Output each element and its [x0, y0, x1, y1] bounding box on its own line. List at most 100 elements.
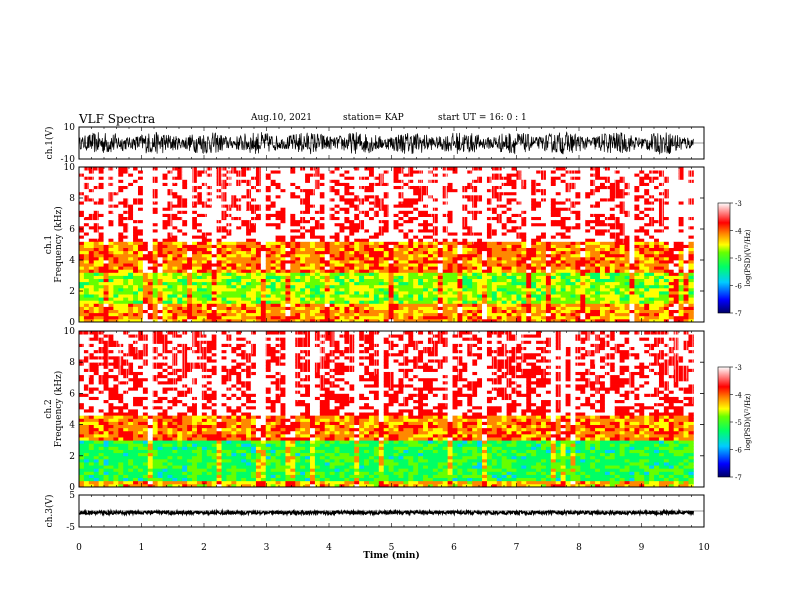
heatmap-cell: [137, 284, 144, 289]
heatmap-cell: [408, 207, 414, 211]
heatmap-cell: [142, 182, 149, 186]
heatmap-cell: [393, 303, 399, 307]
heatmap-cell: [167, 247, 173, 252]
heatmap-cell: [442, 247, 449, 252]
heatmap-cell: [285, 266, 291, 270]
heatmap-cell: [123, 247, 129, 252]
heatmap-cell: [172, 269, 178, 273]
heatmap-cell: [398, 225, 404, 230]
heatmap-cell: [516, 291, 522, 295]
heatmap-cell: [457, 182, 463, 186]
heatmap-cell: [98, 232, 104, 236]
heatmap-cell: [206, 213, 213, 217]
heatmap-cell: [103, 284, 109, 289]
heatmap-cell: [182, 318, 188, 323]
heatmap-cell: [211, 256, 218, 261]
heatmap-cell: [536, 201, 542, 205]
heatmap-cell: [137, 278, 144, 283]
heatmap-cell: [88, 309, 95, 314]
heatmap-cell: [152, 185, 159, 190]
heatmap-cell: [486, 266, 493, 270]
heatmap-cell: [172, 272, 178, 276]
heatmap-cell: [177, 201, 183, 205]
heatmap-cell: [260, 309, 267, 314]
heatmap-cell: [545, 176, 552, 180]
heatmap-cell: [128, 256, 134, 261]
heatmap-cell: [383, 312, 390, 317]
heatmap-cell: [103, 291, 109, 295]
heatmap-cell: [408, 250, 414, 255]
heatmap-cell: [496, 300, 503, 304]
heatmap-cell: [423, 176, 429, 180]
heatmap-cell: [147, 170, 154, 174]
heatmap-cell: [255, 191, 262, 196]
heatmap-cell: [246, 225, 252, 230]
heatmap-cell: [118, 275, 124, 279]
heatmap-cell: [192, 291, 198, 295]
heatmap-cell: [511, 297, 517, 301]
heatmap-cell: [319, 241, 326, 245]
heatmap-cell: [310, 272, 316, 276]
heatmap-cell: [373, 244, 380, 248]
heatmap-cell: [491, 303, 498, 307]
heatmap-cell: [388, 207, 394, 211]
heatmap-cell: [324, 201, 331, 205]
heatmap-cell: [305, 232, 311, 236]
heatmap-cell: [462, 213, 468, 217]
heatmap-cell: [541, 266, 547, 270]
heatmap-cell: [413, 297, 419, 301]
heatmap-cell: [201, 300, 208, 304]
heatmap-cell: [206, 269, 213, 273]
heatmap-cell: [378, 247, 385, 252]
heatmap-cell: [541, 232, 547, 236]
heatmap-cell: [344, 170, 350, 174]
heatmap-cell: [511, 278, 517, 283]
heatmap-cell: [324, 191, 331, 196]
heatmap-cell: [482, 216, 488, 221]
heatmap-cell: [472, 173, 478, 177]
heatmap-cell: [334, 235, 340, 239]
heatmap-cell: [103, 263, 109, 267]
heatmap-cell: [467, 284, 473, 289]
heatmap-cell: [265, 182, 272, 186]
heatmap-cell: [172, 309, 178, 314]
heatmap-cell: [354, 182, 360, 186]
heatmap-cell: [305, 284, 311, 289]
heatmap-cell: [113, 309, 119, 314]
heatmap-cell: [123, 263, 129, 267]
heatmap-cell: [536, 225, 542, 230]
heatmap-cell: [192, 241, 198, 245]
heatmap-cell: [305, 256, 311, 261]
heatmap-cell: [496, 222, 503, 227]
heatmap-cell: [108, 198, 114, 202]
heatmap-cell: [310, 216, 316, 221]
heatmap-cell: [521, 210, 527, 214]
heatmap-cell: [486, 219, 493, 224]
heatmap-cell: [486, 256, 493, 261]
heatmap-cell: [506, 278, 512, 283]
heatmap-cell: [270, 213, 276, 217]
heatmap-cell: [486, 291, 493, 295]
heatmap-cell: [477, 306, 483, 310]
heatmap-cell: [172, 256, 178, 261]
heatmap-cell: [545, 250, 552, 255]
heatmap-cell: [447, 281, 453, 286]
heatmap-cell: [423, 260, 429, 264]
heatmap-cell: [275, 260, 281, 264]
heatmap-cell: [349, 213, 355, 217]
heatmap-cell: [334, 204, 340, 208]
heatmap-cell: [241, 188, 247, 193]
heatmap-cell: [403, 185, 409, 190]
heatmap-cell: [516, 315, 522, 320]
heatmap-cell: [177, 170, 183, 174]
heatmap-cell: [310, 244, 316, 248]
heatmap-cell: [123, 266, 129, 270]
heatmap-cell: [541, 278, 547, 283]
heatmap-cell: [231, 241, 237, 245]
heatmap-cell: [467, 188, 473, 193]
heatmap-cell: [516, 309, 522, 314]
heatmap-cell: [368, 297, 375, 301]
heatmap-cell: [486, 287, 493, 292]
heatmap-cell: [83, 275, 90, 279]
heatmap-cell: [79, 260, 85, 264]
